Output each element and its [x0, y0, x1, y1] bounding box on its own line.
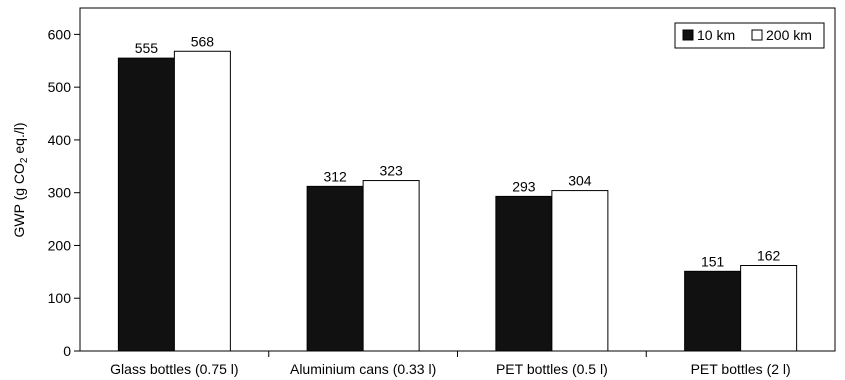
bar — [117, 57, 175, 352]
y-tick-label: 500 — [48, 79, 72, 95]
bar — [495, 195, 553, 352]
y-axis-label: GWP (g CO2 eq./l) — [11, 123, 30, 238]
y-tick-label: 100 — [48, 290, 72, 306]
legend-swatch-10km — [682, 29, 694, 41]
x-tick-label: PET bottles (0.5 l) — [496, 361, 608, 377]
y-tick-label: 600 — [48, 26, 72, 42]
legend: 10 km 200 km — [674, 22, 825, 49]
bar — [740, 265, 798, 352]
bar-value-label: 555 — [135, 40, 159, 56]
bar-value-label: 162 — [757, 248, 781, 264]
x-axis: Glass bottles (0.75 l) Aluminium cans (0.… — [110, 351, 791, 377]
y-tick-label: 0 — [63, 343, 71, 359]
y-tick-label: 400 — [48, 132, 72, 148]
bar-value-label: 304 — [568, 173, 592, 189]
y-axis: 0 100 200 300 400 500 600 — [48, 26, 80, 359]
y-tick-label: 300 — [48, 185, 72, 201]
x-tick-label: Aluminium cans (0.33 l) — [290, 361, 436, 377]
y-tick-label: 200 — [48, 237, 72, 253]
x-tick-label: Glass bottles (0.75 l) — [110, 361, 238, 377]
y-axis-label-pre: GWP (g CO — [11, 163, 27, 238]
legend-box — [674, 22, 825, 49]
bar — [684, 270, 742, 352]
y-axis-label-sub: 2 — [19, 157, 30, 163]
bar-value-label: 151 — [701, 253, 725, 269]
data-labels: 555 568 312 323 293 304 151 162 — [135, 33, 781, 269]
bar — [362, 180, 420, 352]
bar — [551, 190, 609, 352]
legend-swatch-200km — [751, 29, 763, 41]
bar-value-label: 312 — [323, 168, 347, 184]
bars — [117, 50, 798, 352]
legend-label-200km: 200 km — [766, 27, 812, 43]
bar-value-label: 323 — [379, 163, 403, 179]
x-tick-label: PET bottles (2 l) — [691, 361, 791, 377]
bar — [306, 185, 364, 352]
legend-label-10km: 10 km — [697, 27, 735, 43]
y-axis-label-post: eq./l) — [11, 123, 27, 158]
bar — [173, 50, 231, 352]
bar-value-label: 293 — [512, 178, 536, 194]
bar-value-label: 568 — [191, 33, 215, 49]
